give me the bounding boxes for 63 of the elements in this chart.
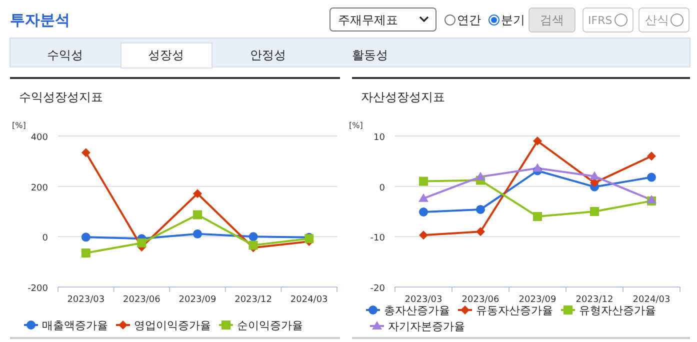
x-tick-label: 2023/12 xyxy=(576,295,614,305)
point xyxy=(419,176,428,186)
point xyxy=(193,210,202,220)
y-tick-label: 400 xyxy=(30,133,48,143)
y-tick-label: 10 xyxy=(374,133,386,143)
text: 투자분석 xyxy=(10,11,70,29)
legend-label: 총자산증가율 xyxy=(384,304,450,317)
text: 활동성 xyxy=(352,48,388,62)
point xyxy=(647,172,656,182)
point xyxy=(81,148,90,158)
chart-title: 자산성장성지표 xyxy=(361,90,445,104)
point xyxy=(419,208,428,217)
point xyxy=(476,227,485,236)
y-tick-label: 200 xyxy=(30,183,48,194)
point xyxy=(418,193,428,202)
x-tick-label: 2023/06 xyxy=(462,295,500,305)
point xyxy=(476,204,485,214)
point xyxy=(248,232,258,242)
text: 연간 xyxy=(457,13,481,27)
legend-label: 유동자산증가율 xyxy=(476,304,553,317)
x-tick-label: 2023/03 xyxy=(404,295,442,305)
point xyxy=(193,189,202,198)
text: 성장성 xyxy=(148,48,184,62)
legend-label: 자기자본증가율 xyxy=(388,320,465,333)
legend-label: 순이익증가율 xyxy=(237,319,303,332)
point xyxy=(533,212,542,222)
legend-label: 영업이익증가율 xyxy=(134,319,211,332)
text: 수익성 xyxy=(47,48,83,62)
point xyxy=(476,172,486,180)
legend-label: 매출액증가율 xyxy=(42,319,108,332)
x-tick-label: 2023/09 xyxy=(178,295,216,305)
x-tick-label: 2024/03 xyxy=(290,295,328,305)
text: 분기 xyxy=(501,13,525,27)
y-tick-label: 0 xyxy=(42,234,48,244)
point xyxy=(533,136,542,146)
y-tick-label: 0 xyxy=(379,183,386,194)
text: IFRS xyxy=(588,14,612,27)
y-tick-label: -200 xyxy=(28,284,48,294)
text: 산식 xyxy=(645,13,669,27)
x-tick-label: 2024/03 xyxy=(632,295,670,305)
point xyxy=(419,230,428,240)
text: 안정성 xyxy=(250,48,286,62)
point xyxy=(193,229,202,238)
legend-label: 유형자산증가율 xyxy=(579,304,656,317)
y-axis-title: [%] xyxy=(349,121,363,130)
y-axis-title: [%] xyxy=(12,121,26,130)
point xyxy=(590,207,599,216)
point xyxy=(81,232,90,242)
point xyxy=(590,171,600,180)
x-tick-label: 2023/12 xyxy=(234,295,272,305)
chart-title: 수익성장성지표 xyxy=(19,90,103,104)
text: 검색 xyxy=(540,13,564,27)
x-tick-label: 2023/09 xyxy=(518,295,556,305)
x-tick-label: 2023/03 xyxy=(67,295,105,305)
y-tick-label: -10 xyxy=(370,234,386,244)
x-tick-label: 2023/06 xyxy=(123,295,161,305)
point xyxy=(248,240,258,250)
text: 주재무제표 xyxy=(338,13,398,27)
point xyxy=(532,163,542,172)
point xyxy=(81,248,90,258)
y-tick-label: -20 xyxy=(370,284,386,294)
point xyxy=(137,238,146,248)
point xyxy=(647,152,656,161)
